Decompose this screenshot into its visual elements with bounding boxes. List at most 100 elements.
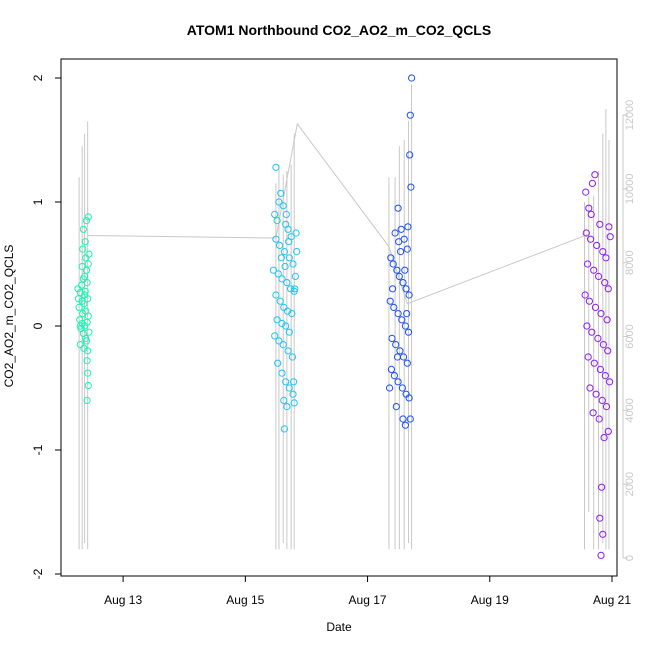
- data-point: [274, 270, 282, 278]
- data-point: [584, 353, 592, 361]
- data-point: [604, 285, 612, 293]
- data-point: [403, 245, 411, 253]
- data-point: [599, 341, 608, 349]
- data-point: [399, 415, 407, 423]
- y-tick-label: 0: [31, 322, 45, 329]
- data-point: [388, 334, 396, 342]
- data-point: [595, 272, 603, 280]
- y-tick-label: 1: [31, 198, 45, 205]
- y2-tick-label: 8000: [624, 250, 636, 274]
- data-point: [603, 316, 611, 324]
- secondary-connector-line: [87, 122, 589, 305]
- data-point: [401, 322, 409, 330]
- y-axis-label: CO2_AO2_m_CO2_QCLS: [2, 245, 16, 388]
- data-point: [588, 328, 596, 336]
- data-points: [74, 74, 614, 560]
- data-point: [596, 365, 605, 373]
- data-point: [404, 328, 413, 336]
- data-point: [399, 279, 407, 287]
- series-0: [74, 213, 93, 404]
- data-point: [277, 189, 285, 197]
- data-point: [82, 266, 91, 274]
- data-point: [83, 357, 91, 365]
- data-point: [596, 514, 604, 522]
- data-point: [272, 163, 280, 171]
- data-point: [585, 297, 594, 305]
- data-point: [597, 551, 605, 560]
- data-point: [282, 322, 290, 330]
- data-point: [392, 403, 400, 411]
- x-tick-label: Aug 13: [104, 593, 142, 607]
- data-point: [285, 254, 293, 262]
- data-point: [279, 341, 287, 349]
- data-point: [272, 291, 280, 299]
- data-point: [390, 303, 398, 311]
- data-point: [386, 384, 394, 392]
- data-point: [395, 272, 403, 280]
- data-point: [403, 310, 411, 318]
- data-point: [606, 233, 614, 241]
- data-point: [397, 248, 405, 256]
- data-point: [280, 248, 288, 256]
- data-point: [272, 235, 280, 243]
- data-point: [285, 384, 293, 392]
- data-point: [83, 396, 91, 404]
- series-3: [581, 171, 614, 560]
- data-point: [595, 415, 603, 423]
- data-point: [271, 210, 279, 218]
- data-point: [587, 210, 595, 218]
- data-point: [590, 359, 598, 367]
- data-point: [82, 254, 90, 262]
- data-point: [387, 254, 395, 262]
- data-point: [401, 266, 409, 274]
- data-point: [404, 223, 412, 231]
- data-point: [280, 396, 288, 404]
- data-point: [81, 322, 89, 330]
- data-point: [405, 394, 413, 402]
- data-point: [81, 291, 89, 299]
- data-point: [292, 229, 300, 237]
- secondary-connector: [87, 122, 589, 305]
- data-point: [406, 415, 414, 423]
- data-point: [594, 334, 602, 342]
- data-point: [583, 322, 591, 330]
- data-point: [289, 390, 297, 398]
- data-point: [280, 425, 288, 433]
- data-point: [84, 347, 92, 355]
- data-point: [82, 217, 91, 225]
- data-point: [586, 384, 594, 392]
- data-point: [288, 310, 296, 318]
- data-point: [589, 409, 597, 417]
- data-point: [584, 260, 592, 268]
- data-point: [80, 300, 88, 308]
- data-point: [290, 399, 298, 407]
- y-tick-label: -1: [31, 444, 45, 455]
- data-point: [75, 303, 83, 311]
- data-point: [596, 220, 604, 228]
- data-point: [84, 260, 92, 268]
- data-point: [398, 384, 406, 392]
- data-point: [591, 303, 600, 311]
- data-point: [604, 347, 612, 355]
- y2-axis: 0 2000 4000 6000 8000 10000 12000: [622, 100, 636, 561]
- data-point: [277, 254, 285, 262]
- data-point: [402, 285, 410, 293]
- data-point: [278, 275, 286, 283]
- y-axis: -2 -1 0 1 2: [31, 74, 61, 579]
- series-1: [269, 163, 301, 433]
- data-point: [582, 229, 590, 237]
- data-point: [581, 291, 589, 299]
- data-point: [79, 225, 88, 233]
- y2-tick-label: 6000: [624, 324, 636, 348]
- data-point: [83, 279, 91, 287]
- data-point: [269, 266, 277, 274]
- data-point: [604, 427, 612, 435]
- data-point: [84, 369, 92, 377]
- data-point: [597, 310, 605, 318]
- data-point: [278, 319, 286, 328]
- data-point: [602, 403, 611, 411]
- data-point: [82, 337, 91, 345]
- data-point: [389, 260, 397, 268]
- data-point: [605, 223, 613, 231]
- data-point: [599, 248, 607, 256]
